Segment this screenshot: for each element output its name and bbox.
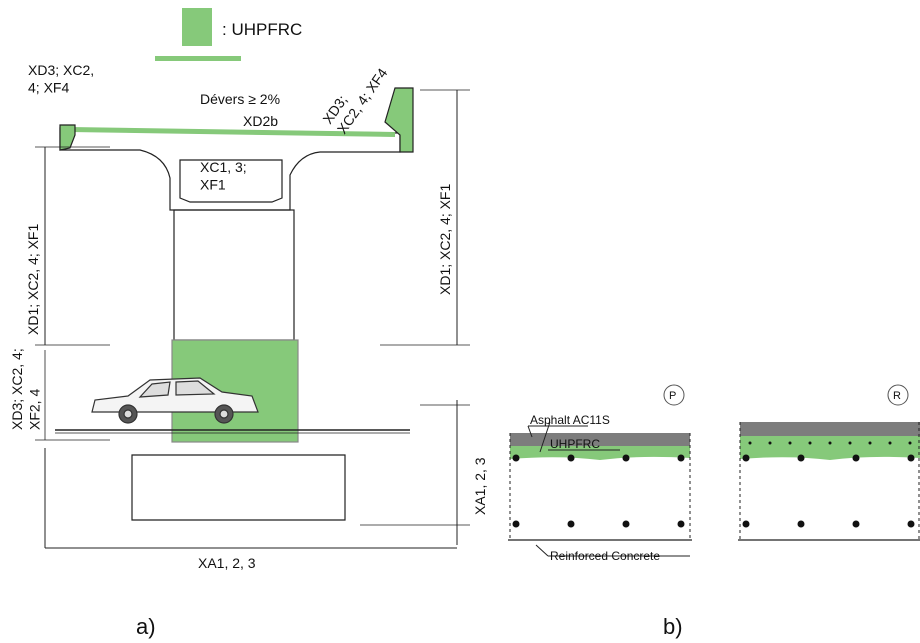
car-icon [91,377,259,424]
left-pier-label: XD1; XC2, 4; XF1 [25,224,41,335]
legend: : UHPFRC [155,8,302,61]
foundation-bottom-label: XA1, 2, 3 [198,555,256,571]
section-r-uhpfrc [740,436,920,460]
pier [173,209,295,341]
splash-zone-label: XD3; XC2, 4; XF2, 4 [9,348,43,430]
right-cornice-uhpfrc [384,87,414,153]
section-r [738,384,920,541]
legend-swatch [182,8,212,46]
section-r-asphalt [740,422,920,436]
panel-a-label: a) [136,614,156,639]
panel-b-label: b) [663,614,683,639]
left-cornice-label: XD3; XC2, 4; XF4 [28,62,94,96]
deck-slab [59,127,401,211]
section-p-asphalt [510,433,690,446]
crossfall-label: Dévers ≥ 2% [200,91,280,107]
deck-uhpfrc-layer [70,127,395,137]
concrete-label: Reinforced Concrete [550,549,660,563]
box-interior-label: XC1, 3; XF1 [200,159,247,193]
foundation-side-label: XA1, 2, 3 [472,457,488,515]
deck-surface-label: XD2b [243,113,278,129]
uhpfrc-label: UHPFRC [550,437,600,451]
bridge-section [35,87,470,549]
section-p [508,384,692,557]
legend-bar [155,56,241,61]
foundation [131,454,346,521]
section-p-label: P [669,390,676,402]
legend-label: : UHPFRC [222,20,302,39]
left-cornice-uhpfrc [59,124,76,151]
asphalt-label: Asphalt AC11S [530,413,610,427]
section-p-uhpfrc [510,446,690,460]
right-cornice-label: XD3;XC2, 4; XF4 [319,55,390,137]
section-r-label: R [893,390,901,402]
box-interior [179,159,283,203]
right-pier-label: XD1; XC2, 4; XF1 [437,184,453,295]
